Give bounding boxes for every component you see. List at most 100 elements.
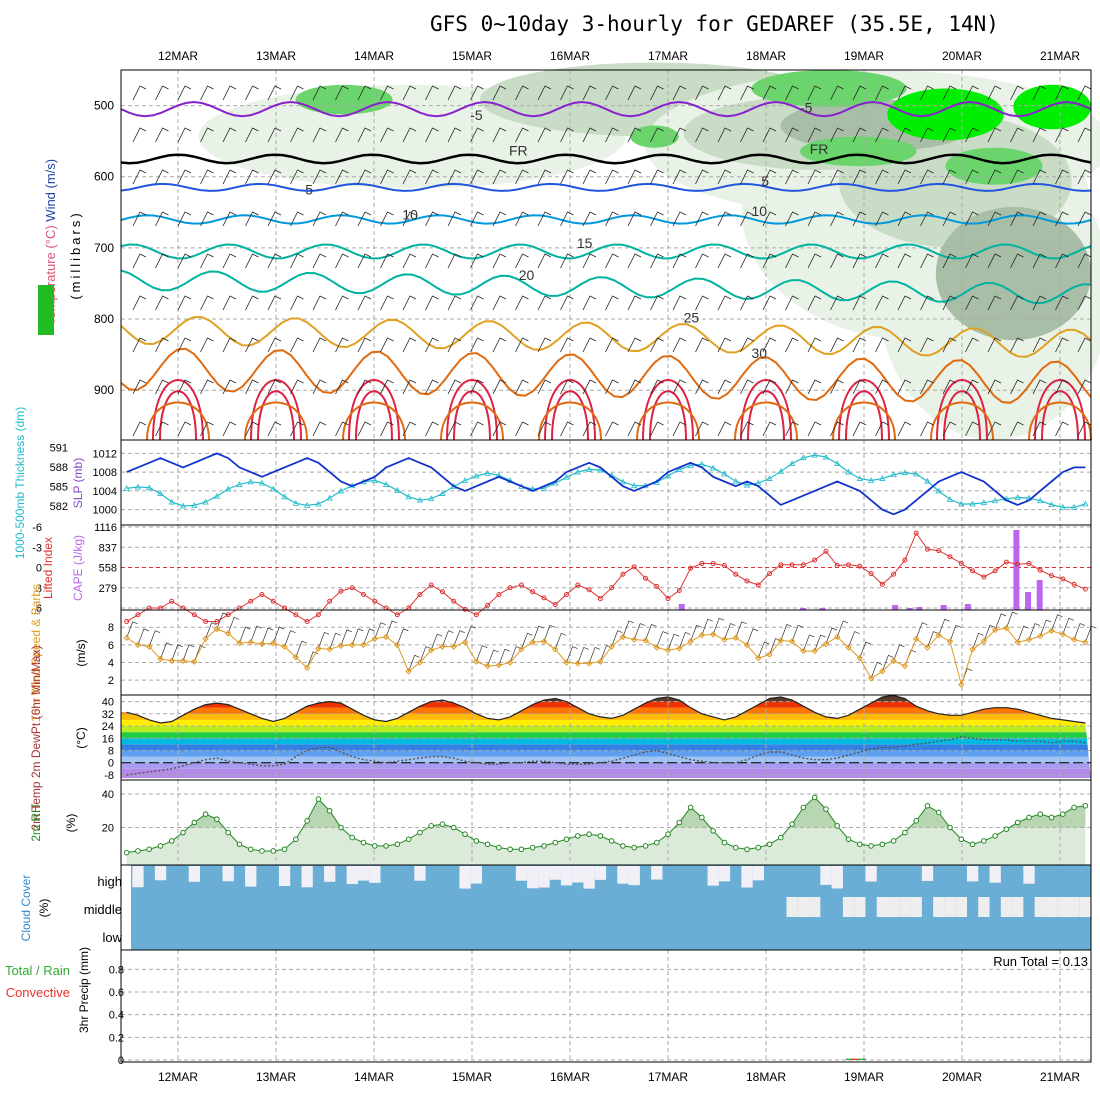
wind-barb [987, 379, 1002, 395]
temp-band [121, 732, 1091, 739]
lifted-tick-label: 3 [36, 583, 42, 595]
high-cloud-gap [132, 866, 144, 888]
wind-barb [222, 337, 237, 353]
lifted-index-point [552, 602, 558, 608]
wind-barb [222, 85, 237, 101]
thickness-point [1082, 500, 1089, 507]
wind-barb [402, 85, 417, 101]
rh-point [665, 831, 671, 838]
surface-isotherm-loop [943, 390, 981, 441]
lifted-index-point [958, 560, 964, 566]
middle-cloud-gap [809, 897, 821, 917]
wind-barb [785, 127, 799, 143]
wind-barb [920, 169, 934, 185]
wind-barb [1010, 253, 1024, 269]
wind-barb [357, 295, 372, 311]
wind-barb [155, 169, 169, 185]
surface-wind-barb [949, 624, 962, 642]
wind-barb [560, 169, 574, 185]
contour-label: 5 [761, 173, 769, 189]
thickness-point [473, 472, 480, 479]
wind-barb [807, 169, 822, 185]
wind-barb [942, 85, 957, 101]
wind-barb [560, 253, 574, 269]
temp-band [121, 695, 1091, 702]
wind-barb [717, 379, 732, 395]
wind-barb [717, 421, 732, 437]
wind-barb [852, 253, 867, 269]
wind-barb [155, 379, 169, 395]
surface-wind-barb [1028, 623, 1041, 640]
surface-wind-barb [1006, 611, 1018, 629]
rh-point [732, 844, 739, 851]
high-cloud-gap [707, 866, 719, 886]
wind-barb [447, 421, 462, 437]
wind-barb [425, 421, 439, 437]
lifted-index-point [169, 598, 175, 604]
wind-barb [267, 253, 282, 269]
high-cloud-gap [369, 866, 381, 883]
surface-wind-barb [306, 651, 319, 668]
thickness-point [698, 460, 706, 467]
wind-barb [447, 85, 462, 101]
wind-barb [312, 337, 327, 353]
wind-barb [920, 379, 934, 395]
wind-speed-point [382, 633, 390, 641]
wind-barb [920, 127, 934, 143]
wind-speed-point [484, 662, 491, 670]
wind-barb [1055, 127, 1069, 143]
convective-bar [852, 1058, 858, 1060]
wind-barb [740, 127, 754, 143]
wind-speed-point [946, 638, 954, 645]
wind-barb [650, 253, 664, 269]
cloud-unit-label: (%) [37, 899, 51, 918]
temp-band [121, 719, 1091, 727]
lifted-index-point [620, 571, 626, 577]
rh-shading-area [295, 84, 393, 115]
middle-cloud-gap [910, 897, 922, 917]
cape-bar [892, 605, 899, 610]
thickness-point [315, 500, 322, 507]
wind-barb [695, 421, 709, 437]
temp-band [121, 738, 1091, 745]
wind-unit-label: (m/s) [74, 639, 88, 666]
cape-tick-label: 1116 [94, 522, 117, 534]
thickness-point [123, 485, 130, 491]
wind-barb [290, 211, 304, 227]
temp-line [126, 694, 1086, 724]
high-cloud-gap [245, 866, 257, 887]
wind-barb [920, 421, 934, 437]
thickness-point [1037, 497, 1044, 504]
wind-barb [200, 379, 214, 395]
wind-speed-point [822, 640, 830, 648]
wind-barb [987, 85, 1002, 101]
thickness-point [224, 485, 232, 492]
wind-barb [650, 211, 664, 227]
wind-barb [222, 211, 237, 227]
rh-point [992, 833, 998, 839]
rh-point [1071, 804, 1077, 811]
surface-wind-barb [543, 624, 556, 642]
thickness-point [676, 466, 683, 472]
rh-point [744, 846, 750, 853]
wind-barb [1010, 127, 1024, 143]
wind-barb [245, 127, 259, 143]
wind-barb [537, 253, 552, 269]
rh-point [789, 821, 795, 827]
wind-barb [470, 85, 484, 101]
wind-barb [605, 127, 619, 143]
wind-barb [132, 85, 147, 101]
wind-barb [515, 169, 529, 185]
lifted-index-point [597, 596, 603, 602]
wind-speed-point [281, 643, 288, 650]
high-cloud-gap [865, 866, 877, 882]
thickness-point [800, 454, 807, 461]
wind-barb [222, 127, 237, 143]
wind-barb [1055, 169, 1069, 185]
lifted-index-point [981, 574, 987, 580]
wind-barb [1055, 295, 1069, 311]
wind-barb [965, 337, 979, 353]
wind-barb [155, 421, 169, 437]
date-label-bottom: 13MAR [256, 1070, 296, 1084]
wind-speed-point [991, 626, 999, 634]
